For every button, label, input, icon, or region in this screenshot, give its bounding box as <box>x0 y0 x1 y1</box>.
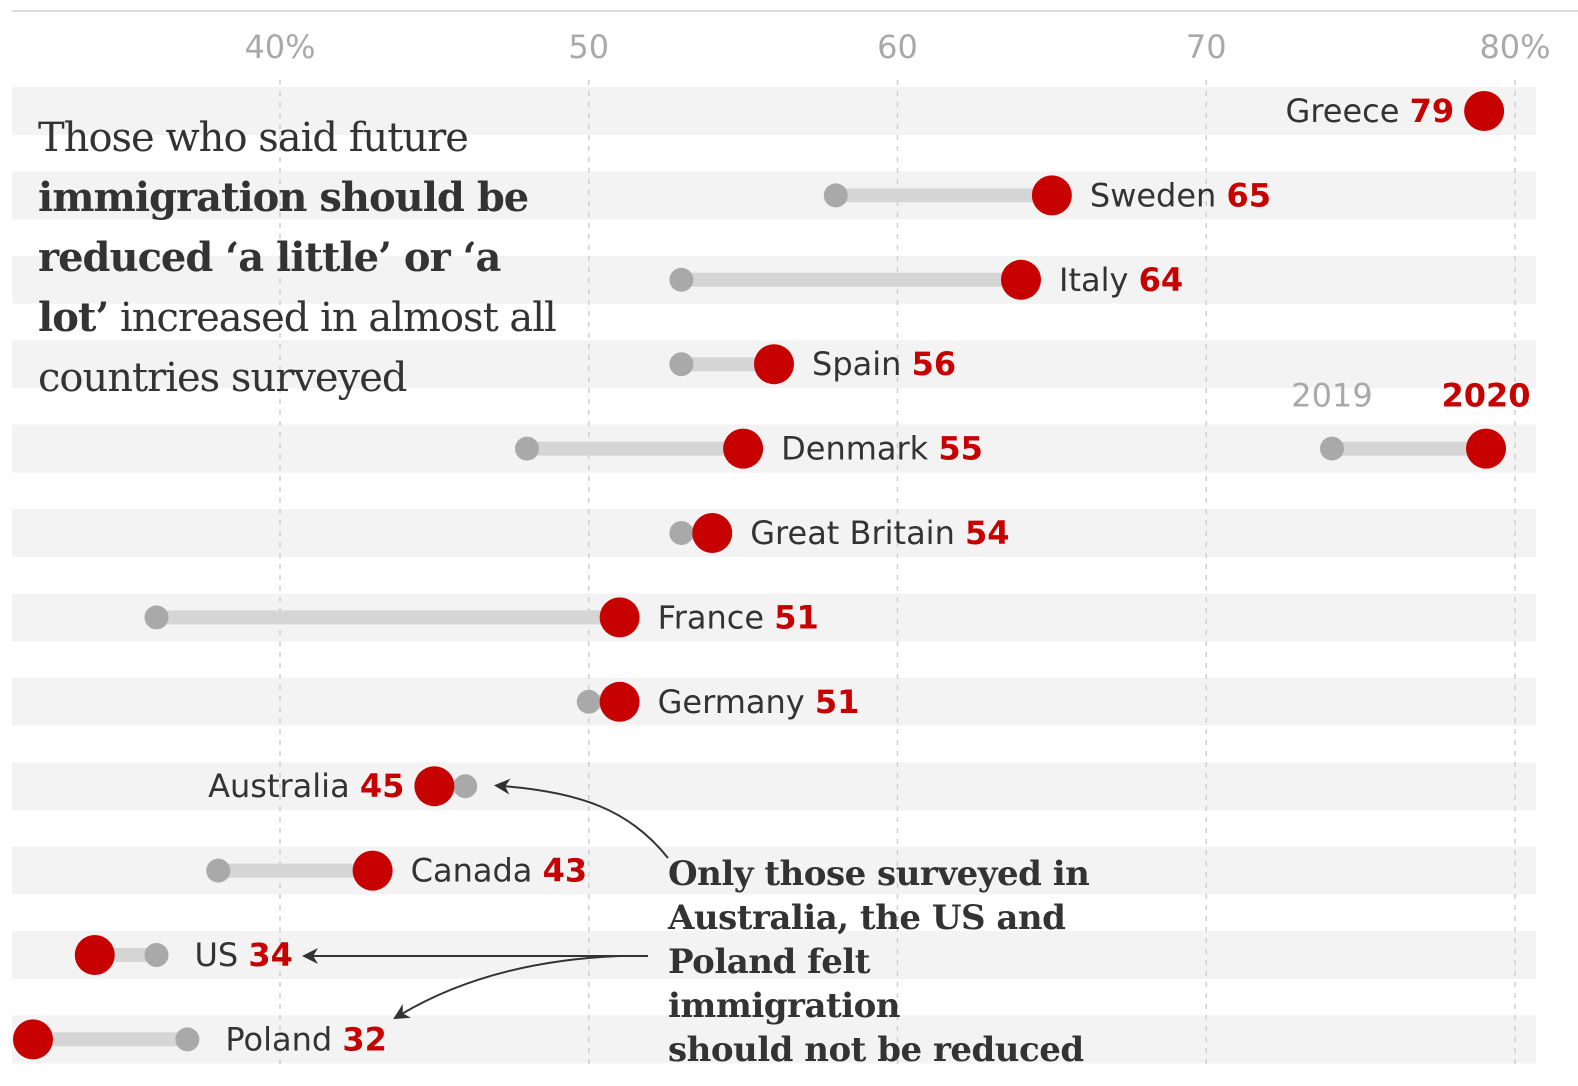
row-band <box>12 762 1536 811</box>
dot-2019 <box>515 436 539 461</box>
dot-2019 <box>144 605 169 630</box>
data-label: Germany 51 <box>658 683 860 721</box>
dot-2019 <box>206 858 231 883</box>
dot-2020 <box>74 935 115 975</box>
value-2020: 65 <box>1227 176 1272 214</box>
title-text: Those who said future <box>38 115 469 161</box>
value-2020: 34 <box>248 936 293 974</box>
value-2020: 64 <box>1139 261 1184 299</box>
x-tick-label: 70 <box>1186 28 1227 66</box>
arrow-to-poland <box>393 955 621 1020</box>
data-label: Canada 43 <box>411 852 587 890</box>
data-label: Spain 56 <box>812 345 956 383</box>
dot-2020 <box>1464 91 1505 131</box>
value-2020: 55 <box>938 430 983 468</box>
country-name: France <box>658 598 775 636</box>
dot-2020 <box>599 681 640 722</box>
legend-label-2019: 2019 <box>1291 377 1372 415</box>
value-2020: 54 <box>965 514 1010 552</box>
title-emphasis: immigration should be reduced ‘a little’… <box>38 174 529 341</box>
dot-2020 <box>754 344 794 385</box>
row-band <box>12 424 1536 473</box>
data-label: Greece 79 <box>1286 92 1455 130</box>
country-labels: Greece 79 Sweden 65 Italy 64 Spain 56 Denmar… <box>195 92 1455 1058</box>
dot-2019 <box>576 689 601 714</box>
data-label: Great Britain 54 <box>750 514 1009 552</box>
dot-2019 <box>823 183 848 208</box>
x-tick-label: 50 <box>568 28 609 66</box>
country-name: Spain <box>812 345 912 383</box>
dot-2020 <box>13 1019 53 1060</box>
legend-dot-2020 <box>1466 428 1506 469</box>
data-label: Australia 45 <box>208 767 404 805</box>
country-name: Denmark <box>781 430 938 468</box>
row-band <box>12 87 1536 135</box>
dot-2019 <box>669 267 694 292</box>
x-tick-label: 40% <box>244 28 315 66</box>
dot-2020 <box>352 850 393 891</box>
legend: 2019 2020 <box>1291 377 1531 469</box>
dot-2020 <box>723 428 764 469</box>
dot-2019 <box>669 521 694 545</box>
legend-dot-2019 <box>1320 436 1344 461</box>
row-band <box>12 677 1536 726</box>
value-2020: 56 <box>912 345 957 383</box>
value-2020: 32 <box>342 1020 387 1058</box>
value-2020: 45 <box>360 767 405 805</box>
annotation-line: should not be reduced <box>668 1030 1084 1070</box>
country-name: Canada <box>411 852 543 890</box>
value-2020: 79 <box>1410 92 1455 130</box>
annotation-line: Only those surveyed in <box>668 854 1090 894</box>
annotation-arrows <box>302 778 669 1020</box>
annotation-line: Poland felt immigration <box>668 942 901 1026</box>
row-band <box>12 931 1536 979</box>
dot-2020 <box>1001 259 1041 300</box>
data-label: Italy 64 <box>1059 261 1183 299</box>
data-label: France 51 <box>658 598 819 636</box>
chart-title: Those who said future immigration should… <box>38 108 558 408</box>
data-label: US 34 <box>195 936 293 974</box>
row-band <box>12 171 1536 220</box>
x-axis-tick-labels: 40% 50 60 70 80% <box>244 28 1550 66</box>
dot-2020 <box>414 766 455 807</box>
dot-2020 <box>1031 175 1072 216</box>
dot-2020 <box>692 513 733 553</box>
x-tick-label: 60 <box>877 28 918 66</box>
row-band <box>12 509 1536 557</box>
value-2020: 51 <box>815 683 860 721</box>
dot-2019 <box>669 352 694 377</box>
country-name: Germany <box>658 683 815 721</box>
country-name: US <box>195 936 249 974</box>
value-2020: 43 <box>543 852 588 890</box>
dot-2019 <box>175 1027 200 1052</box>
country-name: Italy <box>1059 261 1139 299</box>
title-text: increased in almost all countries survey… <box>38 295 557 401</box>
row-band <box>12 1015 1536 1064</box>
data-label: Poland 32 <box>225 1020 387 1058</box>
legend-label-2020: 2020 <box>1441 377 1530 415</box>
dot-2019 <box>453 774 478 799</box>
annotation-line: Australia, the US and <box>668 898 1066 938</box>
dots <box>13 91 1505 1060</box>
value-2020: 51 <box>774 598 819 636</box>
data-label: Sweden 65 <box>1090 176 1271 214</box>
country-name: Great Britain <box>750 514 965 552</box>
country-name: Australia <box>208 767 360 805</box>
data-label: Denmark 55 <box>781 430 983 468</box>
dot-2020 <box>599 597 640 638</box>
annotation-text: Only those surveyed in Australia, the US… <box>668 852 1108 1072</box>
arrow-to-australia <box>494 778 669 859</box>
country-name: Poland <box>225 1020 342 1058</box>
x-tick-label: 80% <box>1479 28 1550 66</box>
dot-2019 <box>144 943 169 967</box>
country-name: Greece <box>1286 92 1410 130</box>
country-name: Sweden <box>1090 176 1227 214</box>
